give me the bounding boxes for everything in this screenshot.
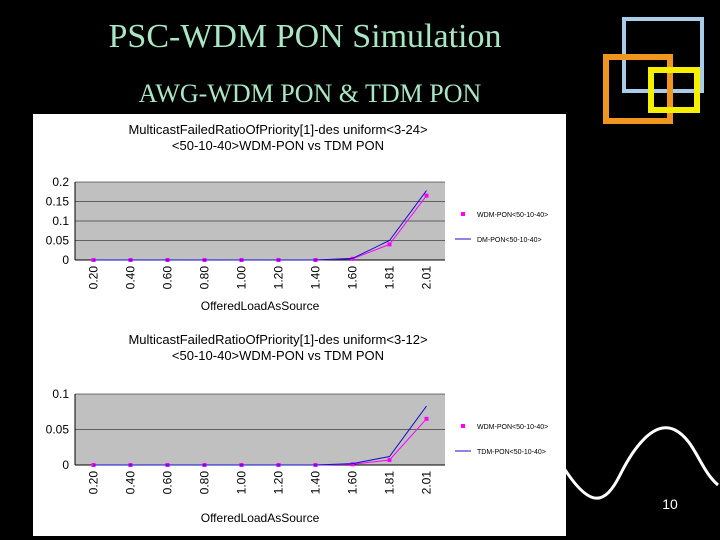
x-tick-label: 2.01	[420, 471, 434, 495]
y-tick-label: 0.1	[52, 387, 69, 401]
x-tick-label: 1.40	[309, 266, 323, 290]
decorative-wave-line	[560, 426, 720, 500]
x-tick-label: 1.60	[346, 266, 360, 290]
x-tick-label: 2.01	[420, 266, 434, 290]
y-tick-label: 0	[62, 253, 69, 267]
chart-title: MulticastFailedRatioOfPriority[1]-des un…	[128, 122, 427, 137]
data-point	[424, 416, 429, 421]
data-point	[387, 242, 392, 247]
x-tick-label: 1.81	[383, 471, 397, 495]
chart-0-svg: MulticastFailedRatioOfPriority[1]-des un…	[46, 122, 549, 313]
y-tick-label: 0.15	[46, 195, 70, 209]
slide-title: PSC-WDM PON Simulation	[108, 18, 502, 55]
chart-subtitle: <50-10-40>WDM-PON vs TDM PON	[172, 348, 384, 363]
x-tick-label: 1.20	[272, 266, 286, 290]
x-tick-label: 0.60	[161, 471, 175, 495]
x-tick-label: 1.00	[235, 471, 249, 495]
data-point	[350, 462, 355, 467]
x-axis-label: OfferedLoadAsSource	[201, 511, 320, 525]
x-tick-label: 0.80	[198, 471, 212, 495]
chart-1-svg: MulticastFailedRatioOfPriority[1]-des un…	[46, 332, 549, 525]
data-point	[424, 193, 429, 198]
series-line-1	[93, 405, 427, 466]
chart-panel-top: MulticastFailedRatioOfPriority[1]-des un…	[33, 114, 566, 324]
data-point	[387, 458, 392, 463]
y-tick-label: 0.1	[52, 214, 69, 228]
legend-entry: DM-PON<50-10-40>	[477, 237, 542, 244]
x-tick-label: 0.40	[124, 266, 138, 290]
chart-subtitle: <50-10-40>WDM-PON vs TDM PON	[172, 138, 384, 153]
legend-entry: TDM-PON<50-10-40>	[477, 449, 546, 456]
y-tick-label: 0	[62, 458, 69, 472]
x-tick-label: 0.80	[198, 266, 212, 290]
series-line-1	[93, 190, 427, 261]
x-tick-label: 0.40	[124, 471, 138, 495]
decorative-orange-square	[603, 54, 673, 124]
page-number: 10	[662, 496, 678, 512]
legend-entry: WDM-PON<50-10-40>	[477, 424, 548, 431]
x-tick-label: 1.81	[383, 266, 397, 290]
x-axis-label: OfferedLoadAsSource	[201, 299, 320, 313]
x-tick-label: 0.60	[161, 266, 175, 290]
x-tick-label: 0.20	[87, 471, 101, 495]
chart-panel-bottom: MulticastFailedRatioOfPriority[1]-des un…	[33, 324, 566, 536]
chart-title: MulticastFailedRatioOfPriority[1]-des un…	[128, 332, 427, 347]
x-tick-label: 0.20	[87, 266, 101, 290]
decorative-yellow-square	[648, 67, 700, 113]
y-tick-label: 0.2	[52, 175, 69, 189]
x-tick-label: 1.40	[309, 471, 323, 495]
legend-marker	[461, 424, 465, 428]
x-tick-label: 1.20	[272, 471, 286, 495]
x-tick-label: 1.00	[235, 266, 249, 290]
x-tick-label: 1.60	[346, 471, 360, 495]
legend-entry: WDM-PON<50-10-40>	[477, 212, 548, 219]
y-tick-label: 0.05	[46, 423, 70, 437]
y-tick-label: 0.05	[46, 234, 70, 248]
slide-subtitle: AWG-WDM PON & TDM PON	[138, 79, 482, 108]
legend-marker	[461, 212, 465, 216]
